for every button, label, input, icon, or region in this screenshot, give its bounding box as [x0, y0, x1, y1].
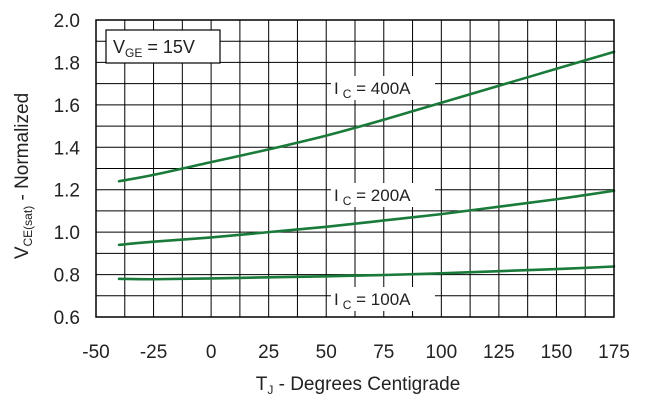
- y-tick-label: 1.4: [54, 138, 81, 159]
- series-lines: [117, 50, 616, 281]
- series-label-100A-rest: = 100A: [351, 290, 411, 309]
- series-label-400A-main: I: [334, 79, 339, 98]
- series-label-100A-main: I: [334, 290, 339, 309]
- y-axis-title: VCE(sat) - Normalized: [12, 93, 35, 259]
- x-tick-label: 175: [598, 342, 630, 363]
- y-tick-label: 1.0: [54, 223, 80, 244]
- x-axis-title-main: T: [256, 374, 268, 395]
- series-line-100A: [117, 265, 616, 281]
- x-tick-label: 75: [373, 342, 394, 363]
- x-tick-labels: -50 -25 0 25 50 75 100 125 150 175: [82, 342, 630, 363]
- x-tick-label: -25: [140, 342, 167, 363]
- x-axis-title-rest: - Degrees Centigrade: [273, 374, 460, 395]
- series-label-400A-sub: C: [343, 87, 352, 101]
- series-label-400A-rest: = 400A: [351, 79, 411, 98]
- series-label-100A-bg: [331, 287, 435, 311]
- x-axis-title-sub: J: [267, 383, 273, 397]
- condition-box-frame: [105, 29, 221, 64]
- y-axis-title-rest: - Normalized: [12, 93, 33, 206]
- x-tick-label: -50: [82, 342, 109, 363]
- x-tick-label: 0: [206, 342, 217, 363]
- y-tick-label: 1.8: [54, 53, 80, 74]
- y-axis-title-sub: CE(sat): [21, 206, 35, 247]
- condition-label: VGE = 15V: [113, 37, 195, 60]
- condition-rest: = 15V: [142, 37, 195, 57]
- x-tick-label: 50: [316, 342, 337, 363]
- condition-sub: GE: [125, 46, 142, 60]
- y-tick-label: 1.6: [54, 96, 80, 117]
- x-axis-title: TJ - Degrees Centigrade: [256, 374, 461, 397]
- series-label-200A-sub: C: [343, 194, 352, 208]
- y-tick-label: 0.6: [54, 308, 80, 329]
- plot-frame: [95, 19, 615, 318]
- series-label-200A-rest: = 200A: [351, 186, 411, 205]
- y-axis-title-main: V: [12, 246, 33, 259]
- x-tick-label: 100: [425, 342, 457, 363]
- series-label-400A-bg: [331, 76, 435, 100]
- y-tick-label: 1.2: [54, 181, 80, 202]
- x-tick-label: 125: [483, 342, 515, 363]
- series-label-200A-main: I: [334, 186, 339, 205]
- x-tick-label: 25: [258, 342, 279, 363]
- x-tick-label: 150: [541, 342, 573, 363]
- grid: [96, 20, 614, 317]
- series-label-200A-bg: [331, 183, 435, 207]
- y-tick-labels: 0.6 0.8 1.0 1.2 1.4 1.6 1.8 2.0: [54, 11, 81, 329]
- series-label-100A-sub: C: [343, 298, 352, 312]
- condition-main: V: [113, 37, 125, 57]
- y-tick-label: 0.8: [54, 266, 80, 287]
- y-tick-label: 2.0: [54, 11, 80, 32]
- series-line-200A: [117, 189, 616, 247]
- condition-box: VGE = 15V: [105, 29, 221, 64]
- series-line-400A: [117, 50, 616, 183]
